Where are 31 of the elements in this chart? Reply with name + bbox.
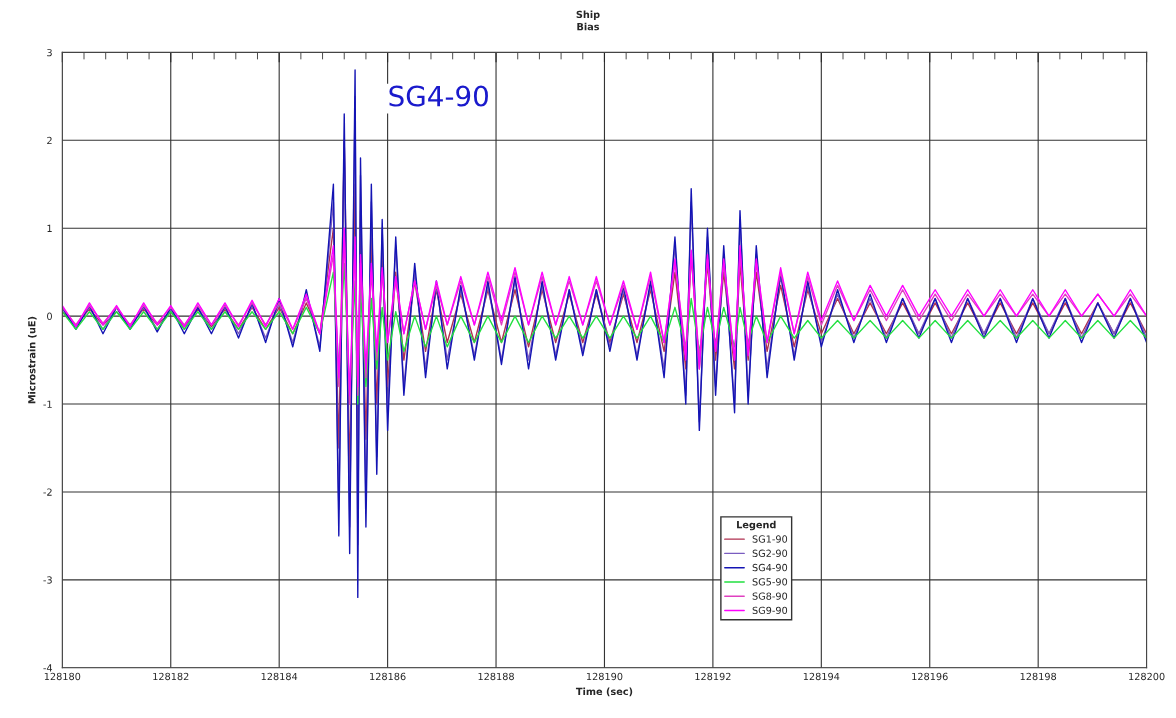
legend-label: SG9-90 [752, 606, 788, 615]
x-tick-label: 128196 [912, 672, 948, 681]
x-tick-label: 128180 [44, 672, 81, 681]
x-tick-label: 128192 [695, 672, 731, 681]
legend-title: Legend [737, 520, 776, 531]
y-tick-label: 2 [47, 136, 52, 145]
y-tick-label: 0 [47, 312, 52, 320]
x-axis-title: Time (sec) [575, 687, 633, 697]
x-tick-label: 128184 [261, 672, 298, 681]
x-tick-label: 128186 [370, 672, 406, 681]
y-tick-label: -3 [43, 576, 52, 584]
y-tick-label: 1 [47, 224, 52, 232]
y-axis-title: Microstrain (uE) [27, 316, 37, 404]
x-tick-label: 128198 [1020, 672, 1057, 681]
legend-label: SG1-90 [752, 535, 788, 543]
x-tick-label: 128182 [153, 672, 189, 681]
legend-label: SG4-90 [752, 563, 788, 572]
x-tick-label: 128194 [803, 672, 840, 681]
y-tick-label: 3 [47, 48, 52, 57]
x-tick-label: 128190 [586, 672, 623, 681]
legend-label: SG8-90 [752, 592, 788, 600]
x-tick-label: 128200 [1129, 672, 1165, 681]
y-tick-label: -1 [43, 400, 52, 408]
x-tick-label: 128188 [478, 672, 514, 681]
y-tick-label: -4 [43, 664, 53, 672]
chart-title: Ship [576, 10, 600, 20]
legend-label: SG5-90 [752, 578, 788, 586]
chart-subtitle: Bias [577, 22, 600, 31]
annotation: SG4-90 [389, 85, 488, 107]
y-tick-label: -2 [43, 488, 52, 496]
legend-label: SG2-90 [752, 549, 788, 557]
